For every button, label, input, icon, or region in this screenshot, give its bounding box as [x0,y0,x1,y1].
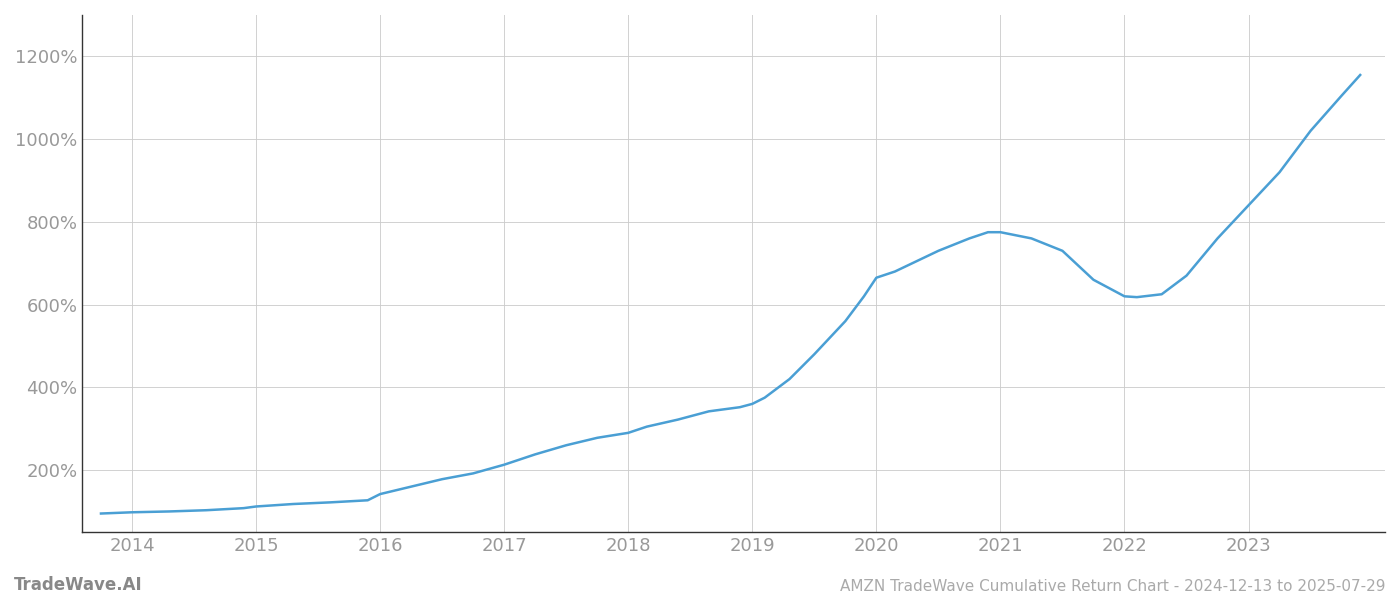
Text: TradeWave.AI: TradeWave.AI [14,576,143,594]
Text: AMZN TradeWave Cumulative Return Chart - 2024-12-13 to 2025-07-29: AMZN TradeWave Cumulative Return Chart -… [840,579,1386,594]
